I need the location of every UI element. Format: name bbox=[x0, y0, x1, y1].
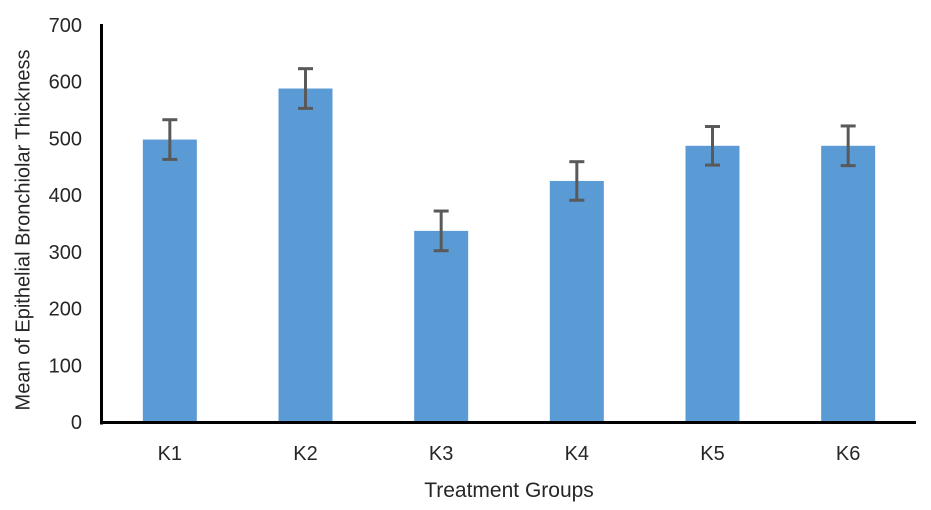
x-tick-label-K4: K4 bbox=[565, 443, 589, 465]
y-tick-label: 200 bbox=[49, 299, 82, 321]
bar-K1 bbox=[142, 139, 197, 422]
y-tick-label: 300 bbox=[49, 242, 82, 264]
y-tick-label: 500 bbox=[49, 128, 82, 150]
bar-K5 bbox=[685, 145, 740, 422]
y-tick-label: 100 bbox=[49, 355, 82, 377]
x-tick-label-K1: K1 bbox=[158, 443, 182, 465]
y-tick-label: 0 bbox=[71, 412, 82, 434]
x-tick-label-K2: K2 bbox=[293, 443, 317, 465]
x-tick-label-K3: K3 bbox=[429, 443, 453, 465]
x-tick-label-K6: K6 bbox=[836, 443, 860, 465]
bar-K3 bbox=[414, 230, 469, 422]
y-tick-label: 600 bbox=[49, 72, 82, 94]
x-tick-label-K5: K5 bbox=[700, 443, 724, 465]
y-tick-label: 400 bbox=[49, 185, 82, 207]
bar-K6 bbox=[821, 145, 876, 422]
bar-K4 bbox=[549, 180, 604, 422]
bar-K2 bbox=[278, 88, 333, 423]
x-axis-title: Treatment Groups bbox=[424, 479, 594, 502]
y-tick-label: 700 bbox=[49, 15, 82, 37]
